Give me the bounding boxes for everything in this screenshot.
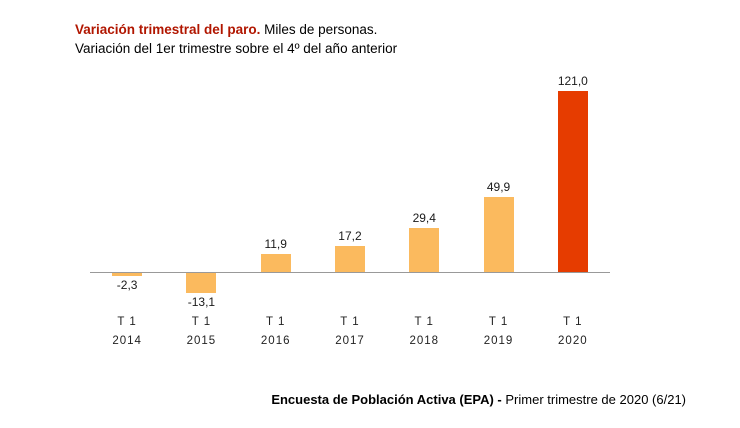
- bar-value-label: -13,1: [187, 294, 216, 309]
- bar-column: 121,0 T 1 2020: [536, 74, 610, 363]
- tick-year: 2014: [112, 335, 142, 347]
- bar: [186, 273, 217, 293]
- chart-title-bold: Variación trimestral del paro.: [75, 22, 261, 37]
- tick-quarter: T 1: [340, 316, 360, 328]
- source-note-bold: Encuesta de Población Activa (EPA) -: [271, 392, 506, 407]
- x-axis-line: [90, 272, 610, 273]
- chart-title: Variación trimestral del paro. Miles de …: [75, 20, 397, 39]
- tick-quarter: T 1: [117, 316, 137, 328]
- bar: [260, 254, 291, 272]
- bar-column: -13,1 T 1 2015: [164, 78, 238, 363]
- tick-quarter: T 1: [265, 316, 286, 328]
- bar-value-label: 29,4: [412, 210, 436, 225]
- chart-header: Variación trimestral del paro. Miles de …: [75, 20, 397, 58]
- tick-year: 2016: [260, 335, 291, 347]
- bar-value-label: 17,2: [338, 229, 362, 244]
- tick-quarter: T 1: [414, 316, 434, 328]
- tick-year: 2019: [483, 335, 514, 347]
- bar-chart: -2,3 T 1 2014 -13,1 T 1 2015 11,9 T 1 2016 17,2 T …: [90, 74, 610, 363]
- tick-quarter: T 1: [563, 316, 583, 328]
- bar-value-label: 49,9: [486, 180, 511, 195]
- tick-quarter: T 1: [191, 316, 212, 328]
- bar-columns: -2,3 T 1 2014 -13,1 T 1 2015 11,9 T 1 2016 17,2 T …: [90, 74, 610, 363]
- chart-title-rest: Miles de personas.: [260, 22, 378, 37]
- tick-year: 2020: [558, 335, 588, 347]
- source-note-rest: Primer trimestre de 2020 (6/21): [505, 392, 686, 407]
- tick-year: 2017: [335, 335, 365, 347]
- bar: [112, 273, 143, 277]
- bar: [483, 197, 514, 272]
- bar-highlighted: [557, 90, 588, 272]
- bar-value-label: -2,3: [116, 278, 138, 293]
- bar: [409, 227, 440, 272]
- chart-subtitle: Variación del 1er trimestre sobre el 4º …: [75, 41, 398, 56]
- bar-column: 29,4 T 1 2018: [387, 78, 461, 363]
- bar-column: 49,9 T 1 2019: [461, 78, 535, 363]
- bar-value-label: 11,9: [264, 237, 287, 252]
- tick-year: 2015: [186, 335, 217, 347]
- bar-column: -2,3 T 1 2014: [90, 78, 164, 363]
- tick-quarter: T 1: [488, 316, 509, 328]
- bar-value-label: 121,0: [557, 73, 588, 88]
- tick-year: 2018: [409, 335, 440, 347]
- source-note: Encuesta de Población Activa (EPA) - Pri…: [271, 392, 686, 407]
- bar: [334, 246, 365, 272]
- bar-column: 11,9 T 1 2016: [239, 78, 313, 363]
- bar-column: 17,2 T 1 2017: [313, 78, 387, 363]
